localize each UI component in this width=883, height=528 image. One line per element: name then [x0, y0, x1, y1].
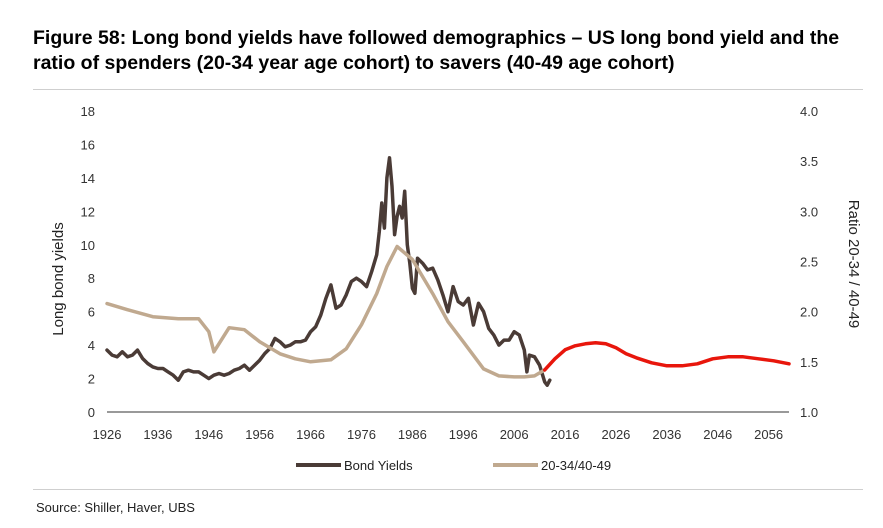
y-left-tick-label: 4 — [88, 338, 95, 353]
x-tick-label: 2036 — [652, 427, 681, 442]
y-right-tick-label: 1.0 — [800, 405, 818, 420]
x-tick-label: 1936 — [143, 427, 172, 442]
x-tick-label: 1966 — [296, 427, 325, 442]
x-tick-label: 2006 — [500, 427, 529, 442]
chart-title: Figure 58: Long bond yields have followe… — [33, 27, 840, 74]
axes: 1926 1936 1946 1956 1966 1976 1986 1996 2006 2016… — [50, 104, 862, 442]
x-tick-label: 2016 — [551, 427, 580, 442]
x-tick-label: 2026 — [601, 427, 630, 442]
y-right-tick-label: 2.0 — [800, 305, 818, 320]
y-left-tick-label: 12 — [81, 204, 95, 219]
ratio-20-34-40-49-line — [105, 244, 547, 379]
ratio-projection-line — [542, 341, 791, 372]
x-tick-label: 1926 — [93, 427, 122, 442]
x-tick-label: 2056 — [754, 427, 783, 442]
y-left-tick-label: 14 — [81, 171, 95, 186]
bottom-divider — [33, 489, 863, 490]
top-divider — [33, 89, 863, 90]
source-note: Source: Shiller, Haver, UBS — [36, 500, 195, 515]
legend-label-bond-yields: Bond Yields — [344, 458, 413, 473]
legend-label-ratio: 20-34/40-49 — [541, 458, 611, 473]
y-left-tick-label: 2 — [88, 372, 95, 387]
x-tick-label: 1986 — [398, 427, 427, 442]
x-tick-label: 1956 — [245, 427, 274, 442]
series-lines — [105, 156, 791, 387]
y-left-tick-label: 18 — [81, 104, 95, 119]
y-right-tick-label: 4.0 — [800, 104, 818, 119]
y-left-tick-label: 10 — [81, 238, 95, 253]
y-left-tick-label: 6 — [88, 305, 95, 320]
legend: Bond Yields 20-34/40-49 — [296, 458, 611, 473]
y-left-axis-label: Long bond yields — [50, 222, 67, 335]
y-right-tick-label: 3.5 — [800, 154, 818, 169]
y-left-tick-label: 16 — [81, 137, 95, 152]
y-left-tick-label: 0 — [88, 405, 95, 420]
y-right-tick-label: 3.0 — [800, 204, 818, 219]
y-right-tick-label: 1.5 — [800, 355, 818, 370]
bond-yields-line — [105, 156, 552, 387]
y-right-tick-label: 2.5 — [800, 255, 818, 270]
x-tick-label: 1946 — [194, 427, 223, 442]
x-tick-label: 1996 — [449, 427, 478, 442]
y-right-axis-label: Ratio 20-34 / 40-49 — [845, 200, 862, 328]
x-tick-label: 1976 — [347, 427, 376, 442]
x-tick-label: 2046 — [703, 427, 732, 442]
y-left-tick-label: 8 — [88, 271, 95, 286]
